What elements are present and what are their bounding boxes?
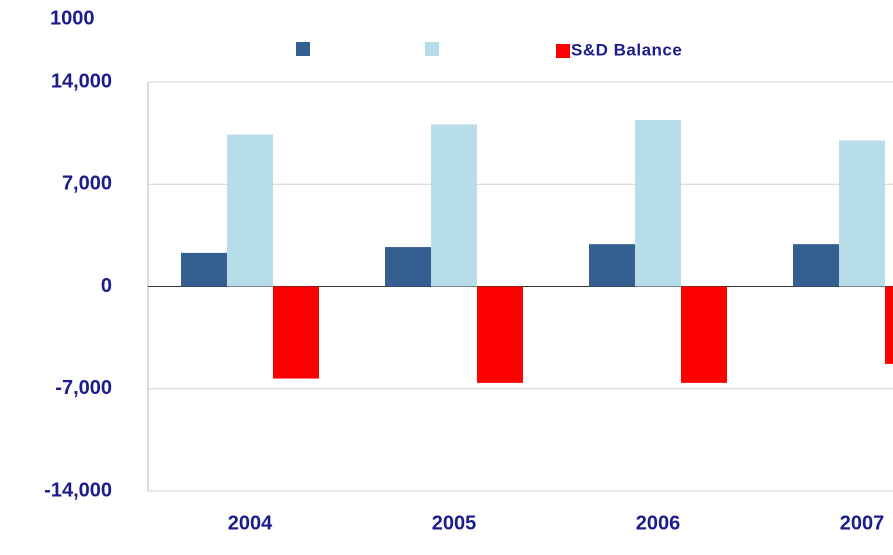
bar — [635, 119, 681, 287]
bar — [681, 286, 727, 383]
x-tick-label: 2004 — [228, 512, 273, 534]
bar — [589, 244, 635, 287]
x-tick-label: 2006 — [636, 512, 681, 534]
bar — [885, 286, 893, 364]
y-tick-label: -7,000 — [55, 377, 112, 399]
chart-title: 1000 — [50, 7, 95, 29]
bar — [385, 247, 431, 287]
legend-swatch — [425, 42, 439, 56]
x-tick-label: 2007 — [840, 512, 885, 534]
bar — [273, 286, 319, 379]
y-tick-label: 7,000 — [62, 173, 112, 195]
legend-swatch — [296, 42, 310, 56]
y-tick-label: 14,000 — [51, 70, 112, 92]
x-tick-label: 2005 — [432, 512, 477, 534]
legend-label: S&D Balance — [571, 40, 682, 59]
bar — [431, 124, 477, 287]
bar — [227, 134, 273, 287]
bar — [181, 252, 227, 287]
legend-swatch — [556, 44, 570, 58]
y-tick-label: -14,000 — [44, 479, 112, 501]
bar — [477, 286, 523, 383]
bar — [793, 244, 839, 287]
y-tick-label: 0 — [101, 275, 112, 297]
bar — [839, 140, 885, 287]
